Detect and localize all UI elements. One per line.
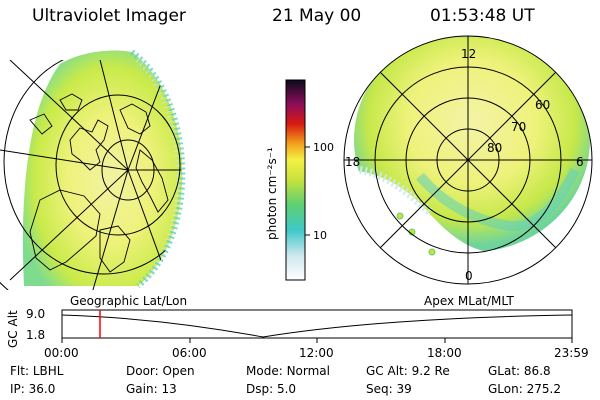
colorbar-unit-label: photon cm⁻²s⁻¹ (265, 147, 279, 240)
colorbar-tick-100: 100 (313, 141, 334, 154)
lat-label-60: 60 (535, 98, 550, 112)
altitude-axis-title: GC Alt (6, 310, 20, 348)
projection-label-right: Apex MLat/MLT (424, 294, 514, 308)
geographic-image (0, 49, 186, 290)
info-seq: Seq: 39 (366, 382, 412, 396)
info-gain: Gain: 13 (126, 382, 177, 396)
lat-label-80: 80 (487, 141, 502, 155)
info-flt: Flt: LBHL (10, 364, 64, 378)
x-tick-4: 23:59 (554, 346, 589, 360)
instrument-title: Ultraviolet Imager (32, 6, 186, 26)
x-tick-1: 06:00 (172, 346, 207, 360)
projection-label-left: Geographic Lat/Lon (70, 294, 187, 308)
info-mode: Mode: Normal (246, 364, 330, 378)
x-tick-3: 18:00 (427, 346, 462, 360)
x-tick-0: 00:00 (44, 346, 79, 360)
info-door: Door: Open (126, 364, 195, 378)
y-tick-high: 9.0 (26, 307, 45, 321)
x-tick-2: 12:00 (299, 346, 334, 360)
info-glat: GLat: 86.8 (488, 364, 551, 378)
observation-time: 01:53:48 UT (430, 6, 535, 26)
altitude-plot: 00:00 06:00 12:00 18:00 23:59 9.0 1.8 GC… (6, 307, 589, 360)
mlt-label-12: 12 (461, 47, 476, 61)
mlt-label-18: 18 (345, 155, 360, 169)
info-ip: IP: 36.0 (10, 382, 56, 396)
info-glon: GLon: 275.2 (488, 382, 561, 396)
lat-label-70: 70 (511, 120, 526, 134)
info-dsp: Dsp: 5.0 (246, 382, 297, 396)
colorbar: 100 10 photon cm⁻²s⁻¹ (265, 79, 334, 281)
mlt-label-0: 0 (465, 269, 473, 283)
observation-date: 21 May 00 (272, 6, 362, 26)
colorbar-tick-10: 10 (313, 229, 327, 242)
info-gc-alt: GC Alt: 9.2 Re (366, 364, 450, 378)
mlt-label-6: 6 (576, 155, 584, 169)
polar-plot: 12 18 6 0 60 70 80 (343, 35, 593, 285)
y-tick-low: 1.8 (26, 328, 45, 342)
